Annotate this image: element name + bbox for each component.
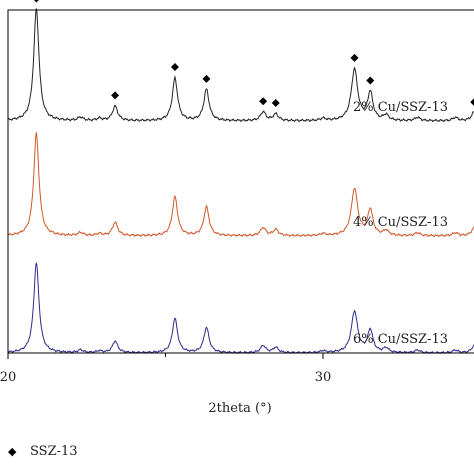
series-labels: 2% Cu/SSZ-13 4% Cu/SSZ-13 6% Cu/SSZ-13 [353,100,448,347]
peak-marker-2 [111,91,120,100]
plot-frame [7,9,474,354]
series-line-2 [7,132,474,238]
series-label-1: 2% Cu/SSZ-13 [353,100,448,115]
x-tick-label-30: 30 [315,370,332,385]
x-tick-label-20: 20 [0,370,16,385]
peak-marker-6 [271,98,280,107]
legend-marker: ◆ [8,445,17,458]
series-line-1 [7,8,474,123]
x-axis-ticks: 203040 [0,353,332,385]
peak-markers [33,0,474,107]
peak-marker-4 [202,74,211,83]
series-label-2: 4% Cu/SSZ-13 [353,215,448,230]
peak-marker-9 [470,98,474,106]
peak-marker-1 [33,0,39,3]
traces [7,8,474,355]
legend-label: SSZ-13 [30,444,78,459]
legend: ◆ SSZ-13 [8,444,78,459]
peak-marker-8 [366,76,375,85]
peak-marker-7 [350,53,359,62]
peak-marker-5 [259,97,268,106]
x-axis-label: 2theta (°) [208,401,271,416]
series-label-3: 6% Cu/SSZ-13 [353,332,448,347]
peak-marker-3 [170,62,179,71]
